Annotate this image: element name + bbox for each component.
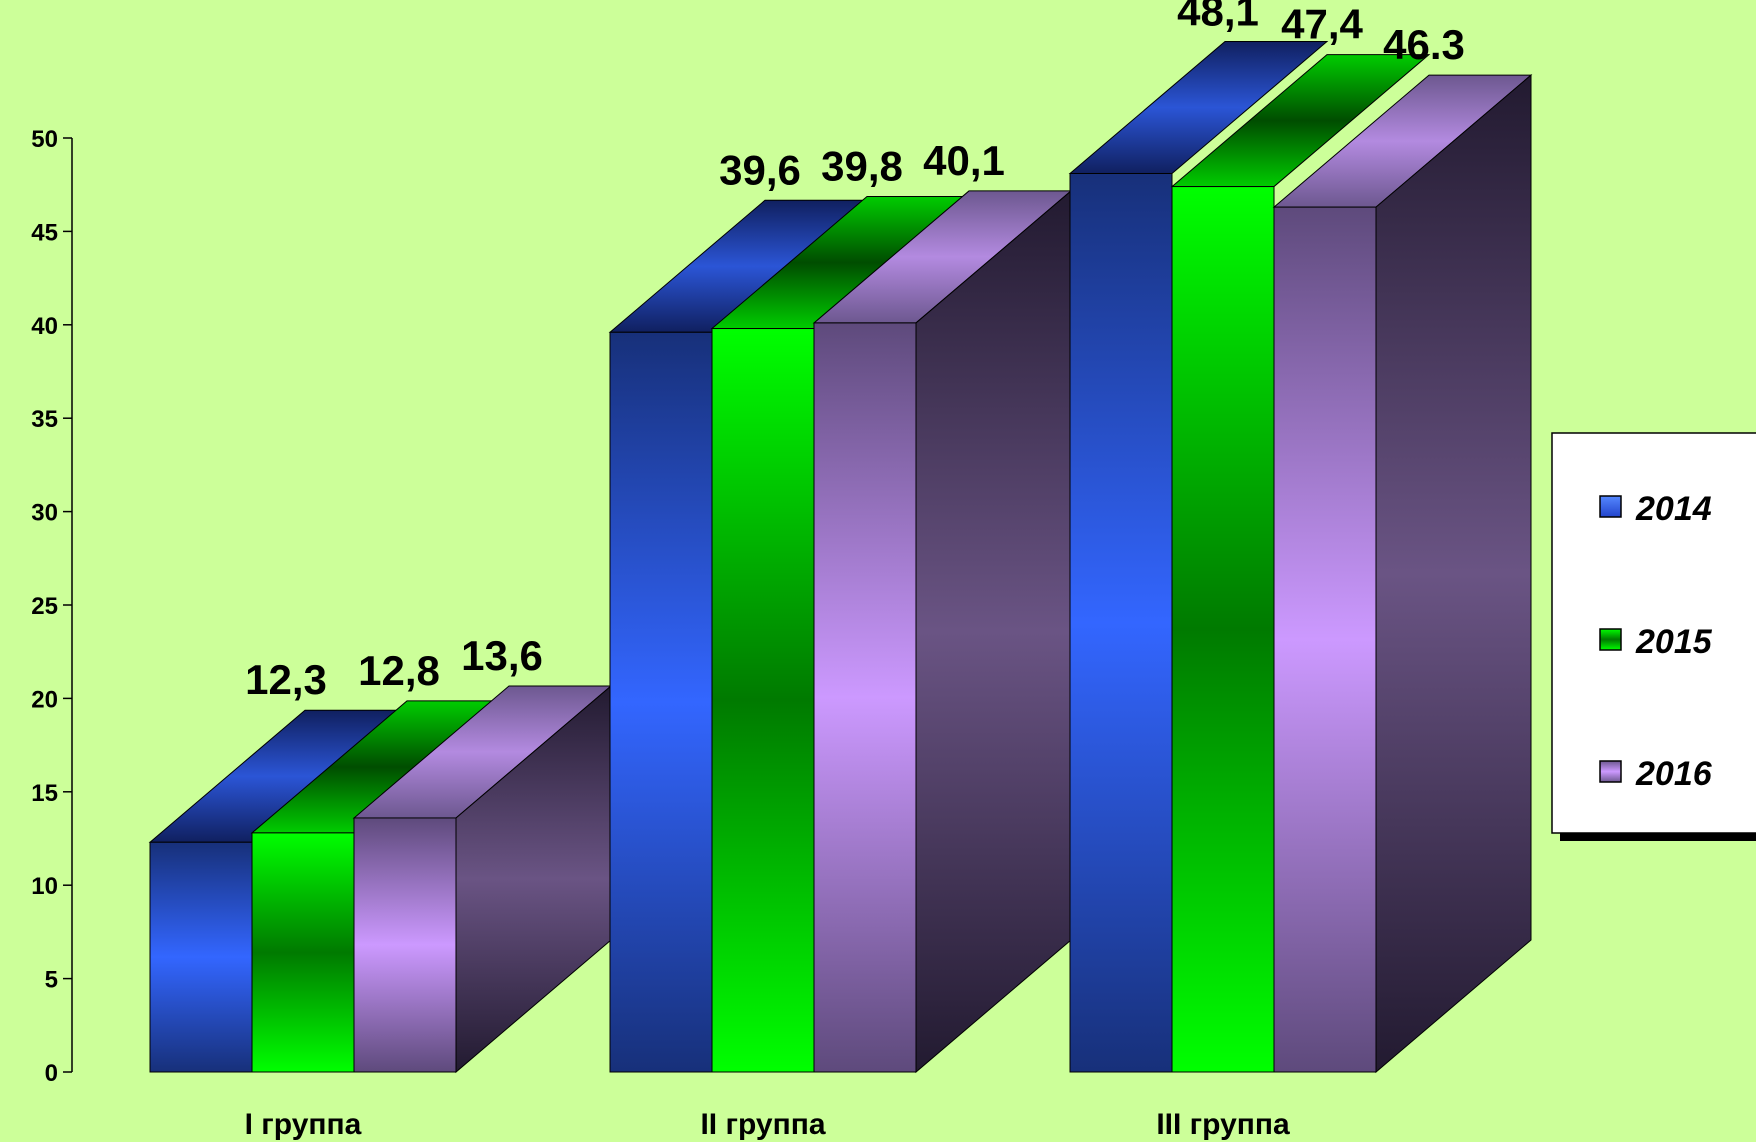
legend-item-2014: 2014 <box>1599 490 1712 528</box>
data-label: 12,8 <box>358 647 440 694</box>
bar-2015-2 <box>710 196 971 1073</box>
legend: 2014 2015 2016 <box>1551 432 1756 841</box>
data-labels: 12,3 12,8 13,6 39,6 39,8 40,1 48,1 47,4 46.3 <box>245 0 1465 703</box>
bar-front-face <box>609 331 713 1073</box>
category-label: I группа <box>245 1108 362 1141</box>
bar-front-face <box>353 817 457 1073</box>
y-tick-label: 25 <box>31 593 58 620</box>
bar-front-face <box>1273 206 1377 1073</box>
bar-2014-2 <box>608 199 869 1073</box>
bar-front-face <box>813 322 917 1073</box>
legend-label: 2015 <box>1635 623 1713 661</box>
data-label: 46.3 <box>1383 21 1465 68</box>
data-label: 47,4 <box>1281 1 1363 48</box>
bar-2016-3 <box>1272 74 1533 1074</box>
bar-2015-3 <box>1170 54 1431 1073</box>
y-tick-label: 50 <box>31 126 58 153</box>
legend-item-2015: 2015 <box>1599 623 1713 661</box>
y-tick-label: 20 <box>31 686 58 713</box>
data-label: 39,8 <box>821 143 903 190</box>
bar-front-face <box>1069 172 1173 1073</box>
bar-front-face <box>251 832 355 1073</box>
bar-2016-2 <box>812 189 1073 1074</box>
bar-2014-3 <box>1068 40 1329 1073</box>
data-label: 13,6 <box>461 632 543 679</box>
y-tick-label: 5 <box>45 967 58 994</box>
y-tick-label: 30 <box>31 500 58 527</box>
data-label: 39,6 <box>719 146 801 193</box>
legend-swatch <box>1599 628 1622 651</box>
y-tick-label: 10 <box>31 873 58 900</box>
legend-label: 2016 <box>1635 755 1713 793</box>
y-tick-label: 15 <box>31 780 58 807</box>
bar-front-face <box>149 841 253 1073</box>
data-label: 12,3 <box>245 656 327 703</box>
y-tick-label: 45 <box>31 219 58 246</box>
y-tick-label: 35 <box>31 406 58 433</box>
bar-front-face <box>1171 186 1275 1073</box>
legend-swatch <box>1599 760 1622 783</box>
bar-2016-1 <box>352 684 613 1074</box>
y-tick-label: 40 <box>31 313 58 340</box>
bars <box>148 40 1533 1074</box>
bar-2015-1 <box>250 700 511 1073</box>
legend-swatch <box>1599 495 1622 518</box>
legend-label: 2014 <box>1635 490 1712 528</box>
category-label: III группа <box>1156 1108 1290 1141</box>
category-label: II группа <box>700 1108 825 1141</box>
y-axis: 0 5 10 15 20 25 30 35 40 45 50 <box>31 126 73 1087</box>
data-label: 48,1 <box>1177 0 1259 34</box>
data-label: 40,1 <box>923 137 1005 184</box>
legend-item-2016: 2016 <box>1599 755 1713 793</box>
y-tick-label: 0 <box>45 1060 58 1087</box>
bar-side-face <box>915 189 1072 1074</box>
legend-box <box>1551 432 1756 834</box>
bar-side-face <box>1375 74 1532 1074</box>
bar-front-face <box>711 328 815 1073</box>
category-labels: I группа II группа III группа <box>245 1108 1290 1141</box>
